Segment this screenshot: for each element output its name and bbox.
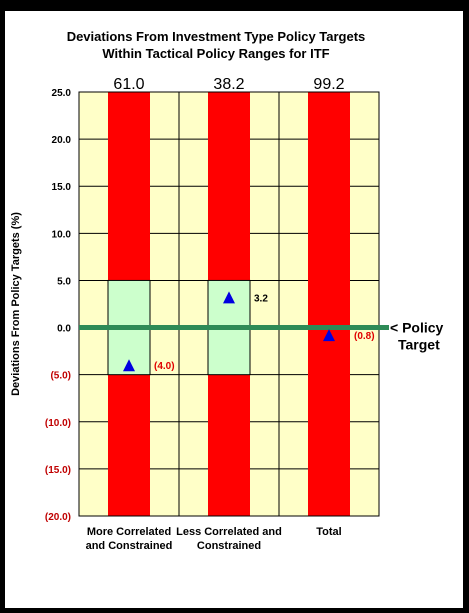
- x-category-label: More Correlated: [87, 526, 171, 538]
- bar-top-label: 61.0: [113, 76, 144, 93]
- bar-top-label: 38.2: [213, 76, 244, 93]
- x-category-label: Total: [316, 526, 341, 538]
- y-tick-label: (15.0): [45, 465, 71, 476]
- y-axis-label: Deviations From Policy Targets (%): [10, 212, 22, 396]
- x-category-label: Constrained: [197, 540, 261, 552]
- chart-title: Deviations From Investment Type Policy T…: [67, 29, 366, 44]
- deviation-marker: [323, 329, 335, 342]
- x-category-label: Less Correlated and: [176, 526, 282, 538]
- y-tick-label: 20.0: [52, 135, 72, 146]
- y-tick-label: 0.0: [57, 324, 71, 335]
- y-tick-label: 25.0: [52, 88, 72, 99]
- deviation-chart: Deviations From Investment Type Policy T…: [10, 29, 444, 552]
- bar-3: [308, 92, 350, 516]
- chart-frame: Deviations From Investment Type Policy T…: [5, 11, 463, 608]
- y-tick-label: 15.0: [52, 182, 72, 193]
- y-tick-label: (20.0): [45, 512, 71, 523]
- y-tick-label: (5.0): [50, 371, 71, 382]
- deviation-label: (0.8): [354, 331, 375, 342]
- x-category-label: and Constrained: [86, 540, 173, 552]
- chart-subtitle: Within Tactical Policy Ranges for ITF: [102, 46, 329, 61]
- y-tick-label: (10.0): [45, 418, 71, 429]
- bar-top-label: 99.2: [313, 76, 344, 93]
- policy-target-label: < Policy: [390, 320, 444, 336]
- deviation-marker: [223, 291, 235, 304]
- y-tick-label: 10.0: [52, 229, 72, 240]
- y-tick-label: 5.0: [57, 276, 71, 287]
- policy-target-label: Target: [398, 337, 440, 353]
- deviation-label: 3.2: [254, 293, 268, 304]
- deviation-label: (4.0): [154, 361, 175, 372]
- plot-border: [78, 91, 380, 517]
- deviation-marker: [123, 359, 135, 372]
